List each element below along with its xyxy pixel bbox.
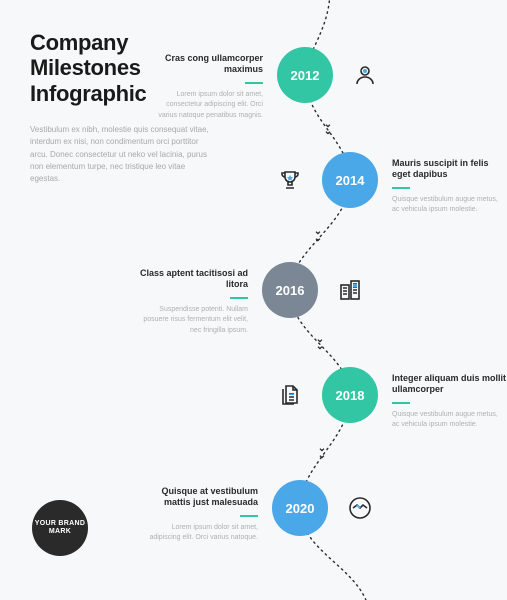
year-node-2016: 2016 bbox=[262, 262, 318, 318]
chevron-down-icon: ⌄⌄ bbox=[314, 228, 322, 242]
trophy-icon bbox=[278, 168, 302, 192]
year-label: 2014 bbox=[336, 173, 365, 188]
milestone-heading: Mauris suscipit in felis eget dapibus bbox=[392, 158, 507, 181]
document-icon bbox=[278, 383, 302, 407]
accent-bar bbox=[392, 187, 410, 189]
year-node-2014: 2014 bbox=[322, 152, 378, 208]
milestone-heading: Class aptent tacitisosi ad litora bbox=[133, 268, 248, 291]
chevron-down-icon: ⌄⌄ bbox=[324, 121, 332, 135]
chevron-down-icon: ⌄⌄ bbox=[318, 445, 326, 459]
year-node-2012: 2012 bbox=[277, 47, 333, 103]
year-label: 2020 bbox=[286, 501, 315, 516]
milestone-heading: Quisque at vestibulum mattis just malesu… bbox=[143, 486, 258, 509]
milestone-body: Lorem ipsum dolor sit amet, adipiscing e… bbox=[143, 523, 258, 544]
user-icon bbox=[353, 63, 377, 87]
accent-bar bbox=[245, 82, 263, 84]
building-icon bbox=[338, 278, 362, 302]
year-label: 2016 bbox=[276, 283, 305, 298]
milestone-text-2014: Mauris suscipit in felis eget dapibus Qui… bbox=[392, 158, 507, 216]
year-label: 2012 bbox=[291, 68, 320, 83]
milestone-text-2018: Integer aliquam duis mollit ullamcorper Q… bbox=[392, 373, 507, 431]
handshake-icon bbox=[348, 496, 372, 520]
brand-label: YOUR BRAND MARK bbox=[32, 520, 88, 537]
milestone-text-2016: Class aptent tacitisosi ad litora Suspend… bbox=[133, 268, 248, 336]
year-node-2018: 2018 bbox=[322, 367, 378, 423]
milestone-heading: Cras cong ullamcorper maximus bbox=[148, 53, 263, 76]
accent-bar bbox=[240, 515, 258, 517]
year-node-2020: 2020 bbox=[272, 480, 328, 536]
milestone-text-2020: Quisque at vestibulum mattis just malesu… bbox=[143, 486, 258, 544]
milestone-body: Lorem ipsum dolor sit amet, consectetur … bbox=[148, 90, 263, 122]
milestone-body: Suspendisse potenti. Nullam posuere risu… bbox=[133, 305, 248, 337]
year-label: 2018 bbox=[336, 388, 365, 403]
milestone-body: Quisque vestibulum augue metus, ac vehic… bbox=[392, 410, 507, 431]
accent-bar bbox=[392, 402, 410, 404]
milestone-text-2012: Cras cong ullamcorper maximus Lorem ipsum… bbox=[148, 53, 263, 121]
milestone-body: Quisque vestibulum augue metus, ac vehic… bbox=[392, 195, 507, 216]
brand-mark: YOUR BRAND MARK bbox=[32, 500, 88, 556]
accent-bar bbox=[230, 297, 248, 299]
milestone-heading: Integer aliquam duis mollit ullamcorper bbox=[392, 373, 507, 396]
chevron-down-icon: ⌄⌄ bbox=[316, 336, 324, 350]
